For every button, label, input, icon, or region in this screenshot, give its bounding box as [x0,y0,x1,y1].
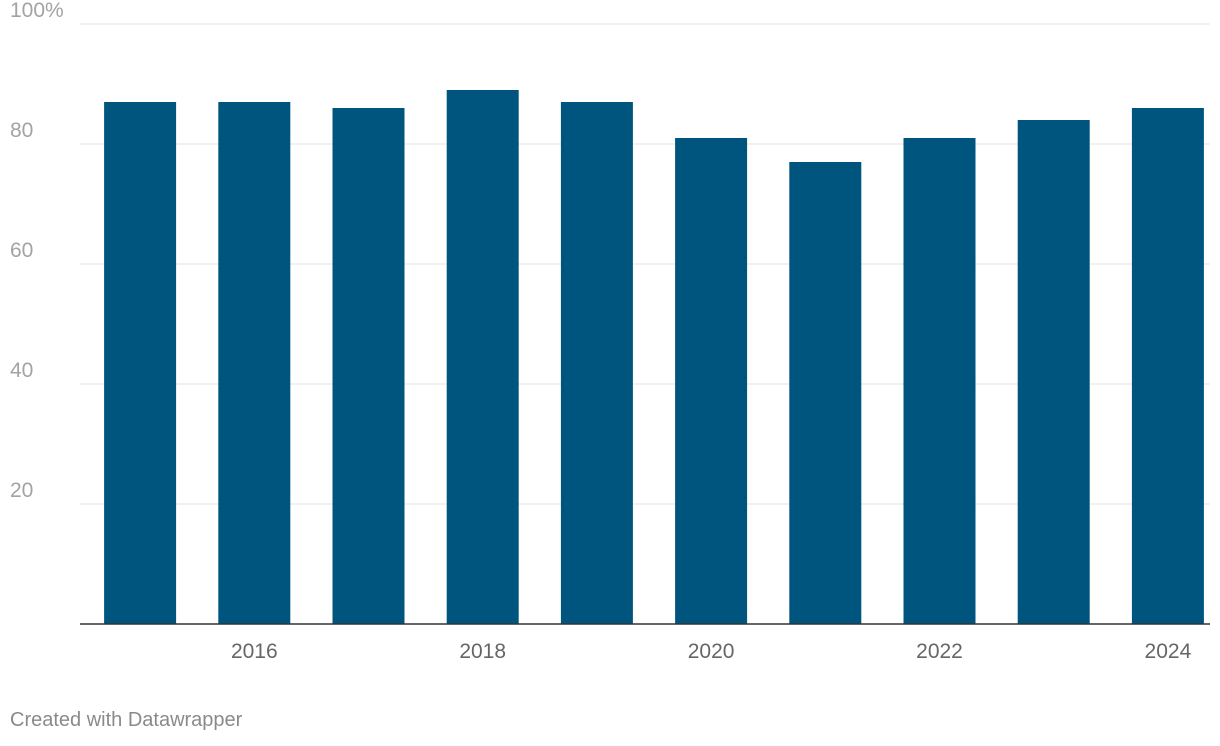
bar-2021 [789,162,862,624]
bar-chart: 20 40 60 80 100% 2016 2018 2020 2022 2024 [10,0,1210,663]
y-tick-label: 80 [10,119,33,142]
x-axis-ticks: 2016 2018 2020 2022 2024 [231,640,1192,663]
x-tick-label-2018: 2018 [459,640,506,663]
x-tick-label-2024: 2024 [1145,640,1192,663]
x-tick-label-2016: 2016 [231,640,278,663]
bar-2023 [1017,120,1090,624]
y-tick-label: 20 [10,479,33,502]
x-tick-label-2022: 2022 [916,640,963,663]
bar-2019 [560,102,633,624]
bar-2018 [446,90,519,624]
y-tick-label: 60 [10,239,33,262]
bars [104,90,1204,624]
footer-credit: Created with Datawrapper [10,709,243,731]
y-tick-label: 100% [10,0,64,22]
y-axis-ticks: 20 40 60 80 100% [10,0,64,502]
bar-2017 [332,108,405,624]
bar-2015 [104,102,177,624]
bar-2024 [1131,108,1204,624]
bar-2020 [675,138,748,624]
x-tick-label-2020: 2020 [688,640,735,663]
y-tick-label: 40 [10,359,33,382]
bar-2022 [903,138,976,624]
bar-2016 [218,102,291,624]
